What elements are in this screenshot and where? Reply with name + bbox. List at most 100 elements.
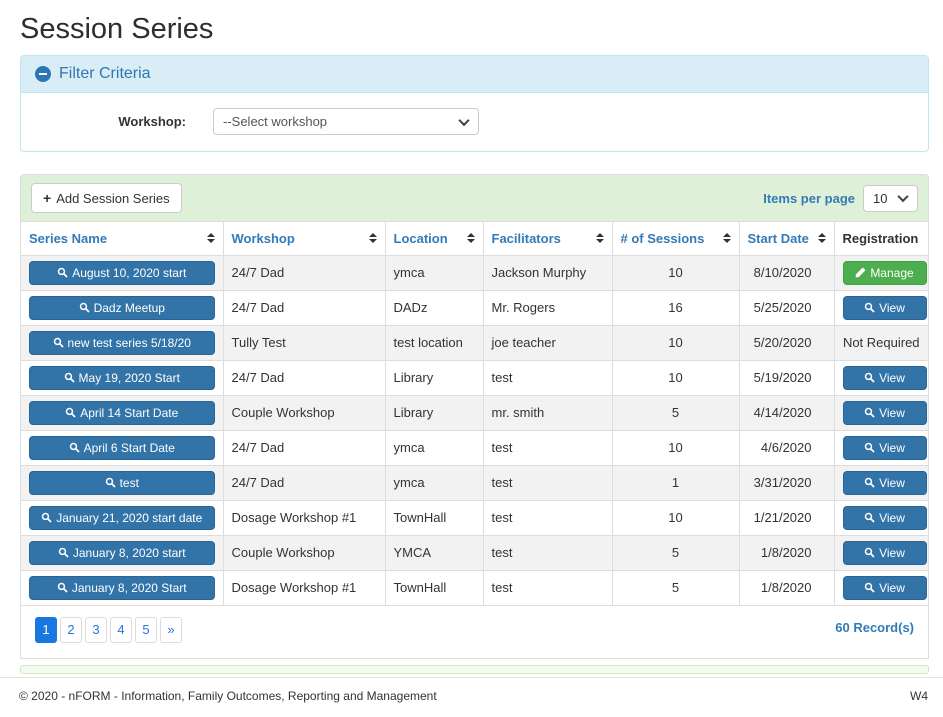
sessions-cell: 10 <box>612 500 740 536</box>
add-session-series-label: Add Session Series <box>56 190 170 206</box>
column-label: Series Name <box>29 230 108 246</box>
location-cell: TownHall <box>385 570 484 606</box>
column-header-facilitators[interactable]: Facilitators <box>483 222 613 256</box>
view-button[interactable]: View <box>842 540 927 565</box>
magnifier-icon <box>864 547 875 558</box>
magnifier-icon <box>41 512 52 523</box>
page-button-3[interactable]: 3 <box>85 616 107 643</box>
series-name-cell: January 8, 2020 start <box>21 535 224 571</box>
series-name-cell: test <box>21 465 224 501</box>
series-name-button[interactable]: January 21, 2020 start date <box>29 505 215 530</box>
magnifier-icon <box>57 267 68 278</box>
series-name-cell: January 8, 2020 Start <box>21 570 224 606</box>
sort-icon <box>595 233 604 244</box>
registration-cell: View <box>834 570 928 606</box>
column-label: Workshop <box>231 230 295 246</box>
sessions-cell: 5 <box>612 395 740 431</box>
column-label: Start Date <box>747 230 809 246</box>
workshop-select-wrap: --Select workshop <box>213 108 479 135</box>
facilitators-cell: test <box>483 570 613 606</box>
sort-icon <box>722 233 731 244</box>
start-date-cell: 5/25/2020 <box>739 290 835 326</box>
filter-criteria-body: Workshop: --Select workshop <box>21 93 928 151</box>
location-cell: ymca <box>385 465 484 501</box>
magnifier-icon <box>64 372 75 383</box>
next-pages-button[interactable]: » <box>160 616 182 643</box>
series-name-button[interactable]: new test series 5/18/20 <box>29 330 215 355</box>
view-button[interactable]: View <box>842 365 927 390</box>
add-session-series-button[interactable]: + Add Session Series <box>31 183 182 213</box>
page-button-4[interactable]: 4 <box>110 616 132 643</box>
facilitators-cell: Jackson Murphy <box>483 255 613 291</box>
column-label: # of Sessions <box>620 230 705 246</box>
items-per-page-label: Items per page <box>763 190 855 206</box>
sessions-cell: 10 <box>612 360 740 396</box>
registration-cell: View <box>834 395 928 431</box>
workshop-cell: 24/7 Dad <box>223 465 386 501</box>
series-name-button[interactable]: January 8, 2020 start <box>29 540 215 565</box>
series-name-button[interactable]: January 8, 2020 Start <box>29 575 215 600</box>
magnifier-icon <box>57 582 68 593</box>
series-name-button[interactable]: Dadz Meetup <box>29 295 215 320</box>
magnifier-icon <box>79 302 90 313</box>
manage-button[interactable]: Manage <box>842 260 927 285</box>
series-name-button[interactable]: test <box>29 470 215 495</box>
table-toolbar: + Add Session Series Items per page 10 <box>21 175 928 222</box>
filter-criteria-title: Filter Criteria <box>59 65 151 82</box>
workshop-cell: Tully Test <box>223 325 386 361</box>
filter-criteria-header[interactable]: Filter Criteria <box>21 56 928 93</box>
magnifier-icon <box>864 442 875 453</box>
footer-version: W4 <box>910 689 928 703</box>
workshop-select[interactable]: --Select workshop <box>213 108 479 135</box>
workshop-cell: Dosage Workshop #1 <box>223 570 386 606</box>
magnifier-icon <box>65 407 76 418</box>
column-header-of-sessions[interactable]: # of Sessions <box>612 222 740 256</box>
page-button-5[interactable]: 5 <box>135 616 157 643</box>
view-button[interactable]: View <box>842 400 927 425</box>
start-date-cell: 5/19/2020 <box>739 360 835 396</box>
series-name-cell: May 19, 2020 Start <box>21 360 224 396</box>
view-button[interactable]: View <box>842 295 927 320</box>
table-row: August 10, 2020 start 24/7 Dad ymca Jackson… <box>21 255 928 291</box>
series-name-button[interactable]: April 6 Start Date <box>29 435 215 460</box>
magnifier-icon <box>53 337 64 348</box>
session-series-table: Series Name Workshop Location Facilitators #… <box>21 222 928 606</box>
registration-cell: View <box>834 290 928 326</box>
column-label: Registration <box>842 230 919 246</box>
magnifier-icon <box>69 442 80 453</box>
series-name-cell: August 10, 2020 start <box>21 255 224 291</box>
view-button[interactable]: View <box>842 470 927 495</box>
workshop-cell: Dosage Workshop #1 <box>223 500 386 536</box>
workshop-cell: 24/7 Dad <box>223 360 386 396</box>
facilitators-cell: test <box>483 500 613 536</box>
facilitators-cell: test <box>483 465 613 501</box>
page-button-1[interactable]: 1 <box>35 616 57 643</box>
view-button[interactable]: View <box>842 505 927 530</box>
column-header-start-date[interactable]: Start Date <box>739 222 835 256</box>
series-name-button[interactable]: May 19, 2020 Start <box>29 365 215 390</box>
table-row: January 8, 2020 Start Dosage Workshop #1 T… <box>21 570 928 606</box>
sessions-cell: 10 <box>612 430 740 466</box>
column-header-series-name[interactable]: Series Name <box>21 222 224 256</box>
view-button[interactable]: View <box>842 575 927 600</box>
magnifier-icon <box>58 547 69 558</box>
table-row: January 21, 2020 start date Dosage Worksh… <box>21 500 928 536</box>
facilitators-cell: Mr. Rogers <box>483 290 613 326</box>
card-footer-strip <box>20 664 929 674</box>
column-header-location[interactable]: Location <box>385 222 484 256</box>
start-date-cell: 4/14/2020 <box>739 395 835 431</box>
series-name-cell: April 6 Start Date <box>21 430 224 466</box>
column-header-workshop[interactable]: Workshop <box>223 222 386 256</box>
location-cell: YMCA <box>385 535 484 571</box>
magnifier-icon <box>864 407 875 418</box>
registration-cell: View <box>834 500 928 536</box>
facilitators-cell: mr. smith <box>483 395 613 431</box>
series-name-button[interactable]: August 10, 2020 start <box>29 260 215 285</box>
items-per-page-select[interactable]: 10 <box>863 184 918 212</box>
registration-status: Not Required <box>842 335 920 350</box>
series-name-button[interactable]: April 14 Start Date <box>29 400 215 425</box>
page-button-2[interactable]: 2 <box>60 616 82 643</box>
view-button[interactable]: View <box>842 435 927 460</box>
facilitators-cell: test <box>483 360 613 396</box>
